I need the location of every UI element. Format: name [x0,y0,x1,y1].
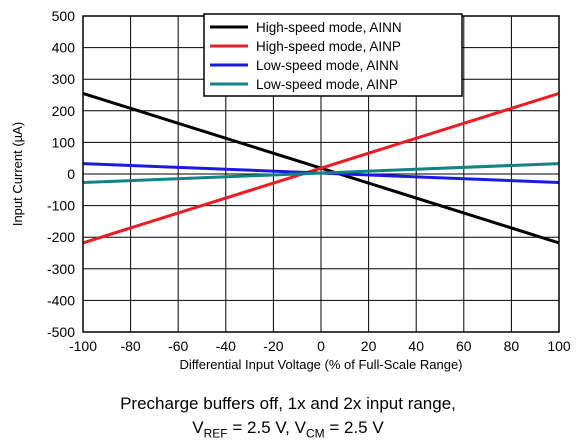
y-tick-label: -300 [47,261,75,277]
x-tick-labels: -100 -80 -60 -40 -20 0 20 40 60 80 100 [69,338,571,354]
x-tick-label: 0 [317,338,325,354]
y-tick-label: -100 [47,198,75,214]
y-tick-label: 400 [52,40,76,56]
y-tick-label: -200 [47,229,75,245]
caption-mid: = 2.5 V, V [227,418,306,437]
caption-vref-sub: REF [203,426,228,441]
legend: High-speed mode, AINN High-speed mode, AI… [203,13,463,97]
series-lines [82,91,560,245]
x-axis-label: Differential Input Voltage (% of Full-Sc… [179,357,462,372]
x-tick-label: 80 [504,338,520,354]
x-tick-label: -80 [120,338,140,354]
x-tick-label: 100 [547,338,571,354]
y-tick-label: -500 [47,324,75,340]
y-tick-label: 500 [52,8,76,24]
x-tick-label: 40 [408,338,424,354]
series-line [82,162,560,185]
y-tick-label: 200 [52,103,76,119]
x-tick-label: -100 [69,338,97,354]
y-tick-label: 0 [67,166,75,182]
legend-label: High-speed mode, AINN [256,20,402,35]
legend-label: Low-speed mode, AINN [256,58,399,73]
y-tick-labels: 500 400 300 200 100 0 -100 -200 -300 -400 -500 [47,8,75,340]
y-tick-label: 100 [52,134,76,150]
x-tick-label: 20 [361,338,377,354]
caption-line-1: Precharge buffers off, 1x and 2x input r… [120,394,456,413]
x-tick-label: -20 [263,338,283,354]
y-axis-label: Input Current (µA) [10,122,25,226]
series-line [82,91,560,245]
x-tick-label: 60 [456,338,472,354]
caption-line-2: VREF = 2.5 V, VCM = 2.5 V [0,418,576,440]
caption-vref-v: V [192,418,204,437]
y-tick-label: -400 [47,292,75,308]
x-tick-label: -40 [216,338,236,354]
legend-label: Low-speed mode, AINP [256,77,398,92]
legend-label: High-speed mode, AINP [256,39,401,54]
y-tick-label: 300 [52,71,76,87]
x-tick-label: -60 [168,338,188,354]
caption-end: = 2.5 V [324,418,384,437]
caption-vcm-sub: CM [305,426,325,441]
